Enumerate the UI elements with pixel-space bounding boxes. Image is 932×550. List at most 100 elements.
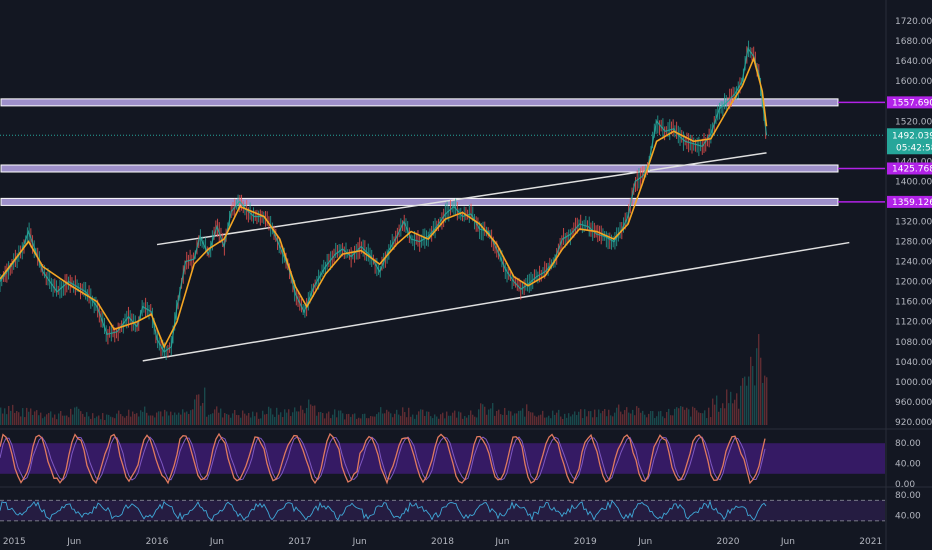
volume-bar <box>302 409 304 425</box>
volume-bar <box>194 399 196 425</box>
volume-bar <box>530 412 532 425</box>
rsi-band <box>0 500 885 521</box>
volume-bar <box>438 418 440 425</box>
volume-bar <box>48 412 50 425</box>
volume-bar <box>618 404 620 425</box>
volume-bar <box>32 414 34 425</box>
volume-bar <box>552 410 554 425</box>
volume-bar <box>176 414 178 425</box>
volume-bar <box>12 404 14 425</box>
volume-bars <box>0 334 768 425</box>
volume-bar <box>672 415 674 425</box>
volume-bar <box>532 412 534 425</box>
volume-bar <box>368 418 370 425</box>
volume-bar <box>496 410 498 425</box>
volume-bar <box>204 387 206 425</box>
volume-bar <box>394 413 396 425</box>
volume-bar <box>314 405 316 425</box>
volume-bar <box>80 411 82 425</box>
volume-bar <box>352 414 354 425</box>
volume-bar <box>274 416 276 425</box>
volume-bar <box>288 409 290 425</box>
last-price-tag <box>887 128 932 155</box>
stochastic-tick-label: 80.00 <box>895 439 921 449</box>
volume-bar <box>92 413 94 425</box>
zone-box[interactable] <box>0 164 839 173</box>
volume-bar <box>30 408 32 425</box>
volume-bar <box>372 416 374 425</box>
volume-bar <box>440 414 442 425</box>
time-tick-label: Jun <box>494 537 509 547</box>
volume-bar <box>384 413 386 425</box>
volume-bar <box>736 393 738 425</box>
volume-bar <box>546 417 548 425</box>
volume-bar <box>140 410 142 425</box>
volume-bar <box>74 407 76 425</box>
volume-bar <box>760 357 762 425</box>
price-tick-label: 1080.000 <box>895 338 932 348</box>
volume-bar <box>580 409 582 425</box>
volume-bar <box>292 412 294 425</box>
volume-bar <box>428 411 430 425</box>
volume-bar <box>658 411 660 425</box>
zone-box[interactable] <box>0 98 839 107</box>
volume-bar <box>738 408 740 425</box>
price-tick-label: 1160.000 <box>895 298 932 308</box>
volume-bar <box>526 404 528 425</box>
volume-bar <box>198 394 200 425</box>
volume-bar <box>436 416 438 425</box>
volume-bar <box>120 414 122 425</box>
volume-bar <box>612 416 614 425</box>
price-tick-label: 1520.000 <box>895 117 932 127</box>
volume-bar <box>550 418 552 425</box>
volume-bar <box>454 410 456 425</box>
volume-bar <box>608 409 610 425</box>
time-tick-label: 2016 <box>146 537 169 547</box>
volume-bar <box>14 412 16 425</box>
time-axis[interactable]: 2015 Jun 2016 Jun 2017 Jun 2018 Jun 2019 Jun 2020 J… <box>3 537 882 547</box>
volume-bar <box>68 417 70 425</box>
volume-bar <box>138 416 140 425</box>
volume-bar <box>758 334 760 425</box>
volume-bar <box>674 408 676 425</box>
volume-bar <box>538 415 540 425</box>
volume-bar <box>96 416 98 425</box>
volume-bar <box>694 407 696 425</box>
volume-bar <box>330 418 332 425</box>
volume-bar <box>712 398 714 425</box>
volume-bar <box>386 409 388 425</box>
channel-upper-line[interactable] <box>156 152 767 246</box>
volume-bar <box>60 411 62 425</box>
volume-bar <box>94 418 96 425</box>
volume-bar <box>600 413 602 425</box>
volume-bar <box>16 411 18 425</box>
price-axis[interactable]: 1720.000 1680.000 1640.000 1600.000 1520.000… <box>895 17 932 522</box>
volume-bar <box>508 410 510 425</box>
volume-bar <box>472 414 474 425</box>
volume-bar <box>44 416 46 425</box>
volume-bar <box>158 411 160 425</box>
volume-bar <box>260 418 262 425</box>
volume-bar <box>692 406 694 425</box>
volume-bar <box>640 412 642 425</box>
volume-bar <box>710 417 712 425</box>
volume-bar <box>414 418 416 425</box>
volume-bar <box>108 414 110 425</box>
volume-bar <box>4 408 6 425</box>
volume-bar <box>306 407 308 425</box>
volume-bar <box>524 416 526 425</box>
volume-bar <box>124 417 126 425</box>
volume-bar <box>636 406 638 425</box>
stochastic-panel[interactable] <box>0 432 885 485</box>
volume-bar <box>336 417 338 425</box>
volume-bar <box>66 415 68 425</box>
volume-bar <box>0 407 2 425</box>
volume-bar <box>484 406 486 425</box>
volume-bar <box>328 411 330 425</box>
channel-lower-line[interactable] <box>142 241 850 362</box>
trend-channel-lines[interactable] <box>142 152 850 362</box>
volume-bar <box>750 356 752 425</box>
volume-bar <box>276 407 278 425</box>
